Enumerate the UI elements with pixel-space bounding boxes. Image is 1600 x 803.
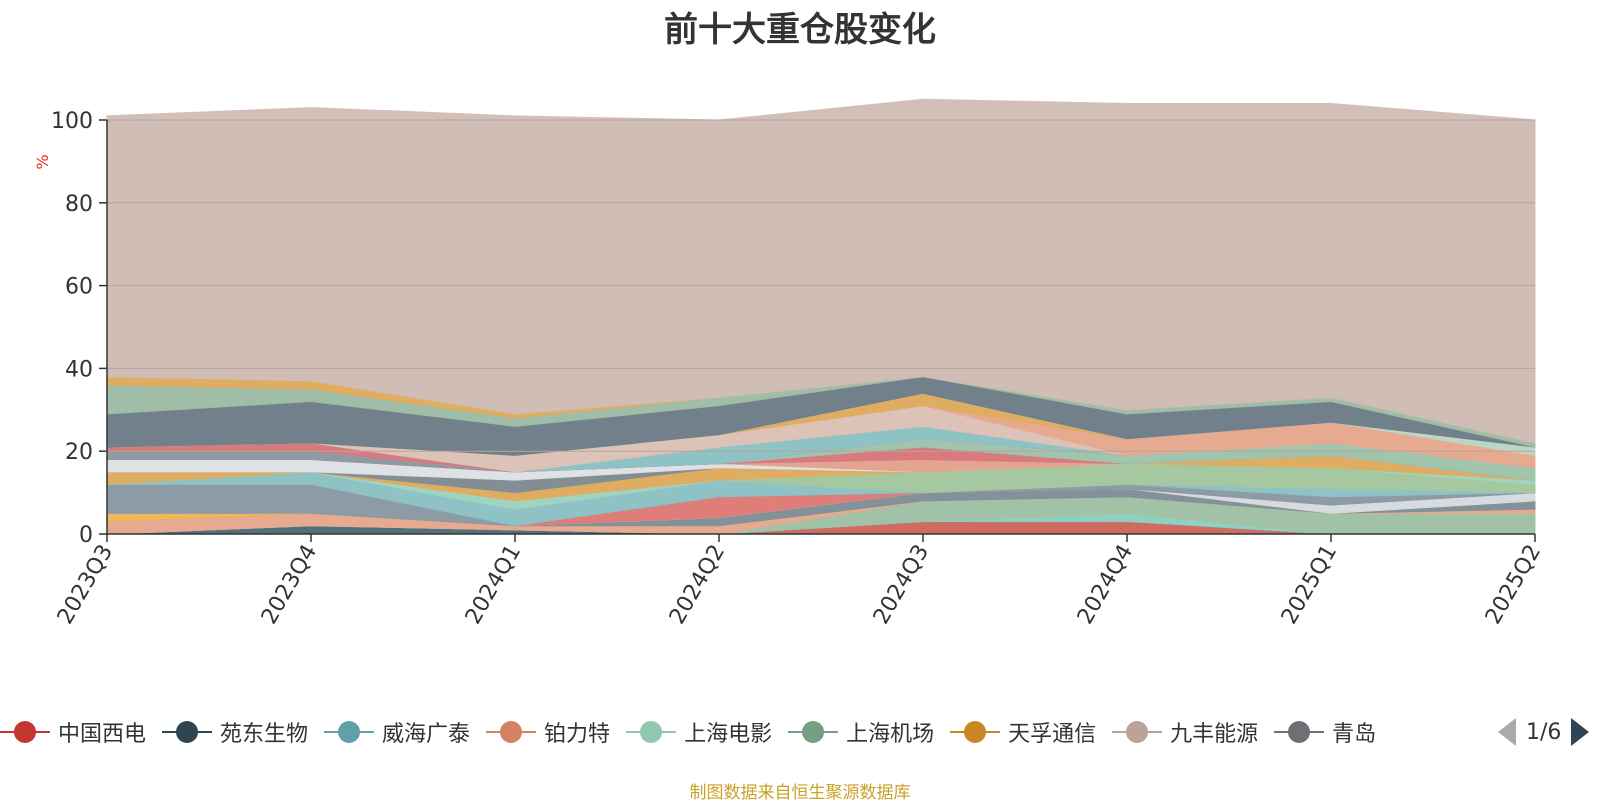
legend-label: 中国西电 [58,722,147,747]
legend-item[interactable]: 九丰能源 [1112,712,1258,752]
y-tick-label: 0 [79,523,93,548]
x-tick-label: 2025Q2 [1481,541,1546,629]
x-tick-label: 2024Q3 [869,541,934,629]
legend-label: 上海机场 [846,722,935,747]
legend-item[interactable]: 天孚通信 [950,712,1096,752]
x-tick-label: 2025Q1 [1277,541,1342,629]
legend-marker-icon [788,720,839,744]
legend-page-indicator: 1/6 [1526,719,1562,745]
chart-title: 前十大重仓股变化 [664,10,936,50]
legend-label: 青岛 [1332,722,1377,747]
x-tick-label: 2023Q4 [257,541,322,629]
legend-marker-icon [0,720,50,744]
legend-label: 天孚通信 [1008,722,1097,747]
x-tick-label: 2023Q3 [53,541,118,629]
legend-marker-icon [324,720,375,744]
gridlines [107,119,1535,452]
series-areas [106,98,1536,535]
legend-label: 上海电影 [684,722,773,747]
legend-marker-icon [1112,720,1163,744]
legend-label: 铂力特 [544,722,611,747]
legend-next-icon[interactable] [1571,718,1590,746]
legend-item[interactable]: 威海广泰 [324,712,470,752]
y-axis-label: % [33,154,52,169]
legend: 中国西电 苑东生物 威海广泰 铂力特 上海电影 上海机场 天孚通信 九丰能源 青岛 [0,712,1480,752]
legend-prev-icon[interactable] [1498,718,1516,746]
legend-label: 九丰能源 [1170,722,1259,747]
legend-marker-icon [1274,720,1325,744]
legend-pager: 1/6 [1498,712,1590,752]
legend-item[interactable]: 苑东生物 [162,712,308,752]
legend-marker-icon [626,720,677,744]
legend-marker-icon [486,720,537,744]
legend-marker-icon [162,720,213,744]
legend-label: 威海广泰 [382,722,471,747]
series-area-30 [106,98,1536,444]
x-tick-label: 2024Q2 [665,541,730,629]
legend-item[interactable]: 青岛 [1274,712,1376,752]
y-tick-label: 100 [51,109,93,134]
legend-marker-icon [950,720,1001,744]
axes [106,120,1535,535]
x-tick-label: 2024Q1 [461,541,526,629]
legend-label: 苑东生物 [220,722,309,747]
y-tick-label: 80 [65,192,93,217]
y-tick-label: 60 [65,275,93,300]
legend-item[interactable]: 上海机场 [788,712,934,752]
y-tick-label: 20 [65,440,93,465]
legend-item[interactable]: 上海电影 [626,712,772,752]
x-tick-label: 2024Q4 [1073,541,1138,629]
source-note: 制图数据来自恒生聚源数据库 [689,783,911,803]
legend-item[interactable]: 铂力特 [486,712,610,752]
legend-item[interactable]: 中国西电 [0,712,146,752]
y-tick-label: 40 [65,357,93,382]
